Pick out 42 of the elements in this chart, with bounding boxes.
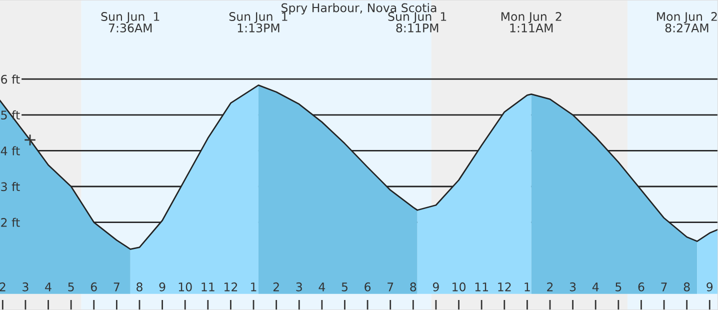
y-tick-label: 2 ft [1,218,20,227]
x-tick-label: 4 [592,282,599,292]
x-tick-label: 9 [706,282,713,292]
y-tick-label: 3 ft [1,182,20,192]
x-tick-label: 1 [524,282,530,292]
x-tick-label: 5 [68,282,74,292]
x-tick-label: 10 [452,282,466,292]
x-tick-label: 1 [251,282,256,292]
x-tick-label: 6 [364,282,371,292]
x-tick-label: 6 [638,282,644,292]
x-tick-label: 4 [45,282,52,292]
x-tick-label: 2 [273,282,279,292]
x-tick-label: 3 [570,282,576,292]
annotation: Sun Jun 1 1:13PM [229,12,288,32]
x-tick-label: 7 [114,282,120,292]
x-tick-label: 7 [388,282,394,292]
y-tick-label: 5 ft [1,110,20,120]
x-tick-label: 2 [547,282,553,292]
x-tick-label: 3 [296,282,302,292]
x-tick-label: 2 [0,282,6,292]
annotation: Mon Jun 2 8:27AM [657,12,717,32]
x-tick-label: 3 [22,282,28,292]
y-tick-label: 4 ft [0,146,20,156]
x-tick-label: 5 [616,282,622,292]
x-tick-label: 9 [159,282,166,292]
y-tick-label: 6 ft [1,74,20,84]
x-tick-label: 10 [178,282,192,292]
annotation: Sun Jun 1 7:36AM [101,12,160,32]
annotation: Mon Jun 2 1:11AM [501,12,562,32]
x-tick-label: 8 [136,282,142,292]
x-tick-label: 8 [684,282,690,292]
x-tick-label: 7 [661,282,667,292]
x-tick-label: 12 [498,282,511,292]
x-tick-label: 11 [202,282,214,292]
x-tick-label: 4 [318,282,326,292]
annotation: Sun Jun 1 8:11PM [388,12,446,32]
x-tick-label: 11 [475,282,488,292]
x-tick-label: 12 [224,282,238,292]
x-tick-label: 8 [410,282,416,292]
x-tick-label: 6 [90,282,97,292]
x-tick-label: 5 [342,282,348,292]
x-tick-label: 9 [432,282,439,292]
